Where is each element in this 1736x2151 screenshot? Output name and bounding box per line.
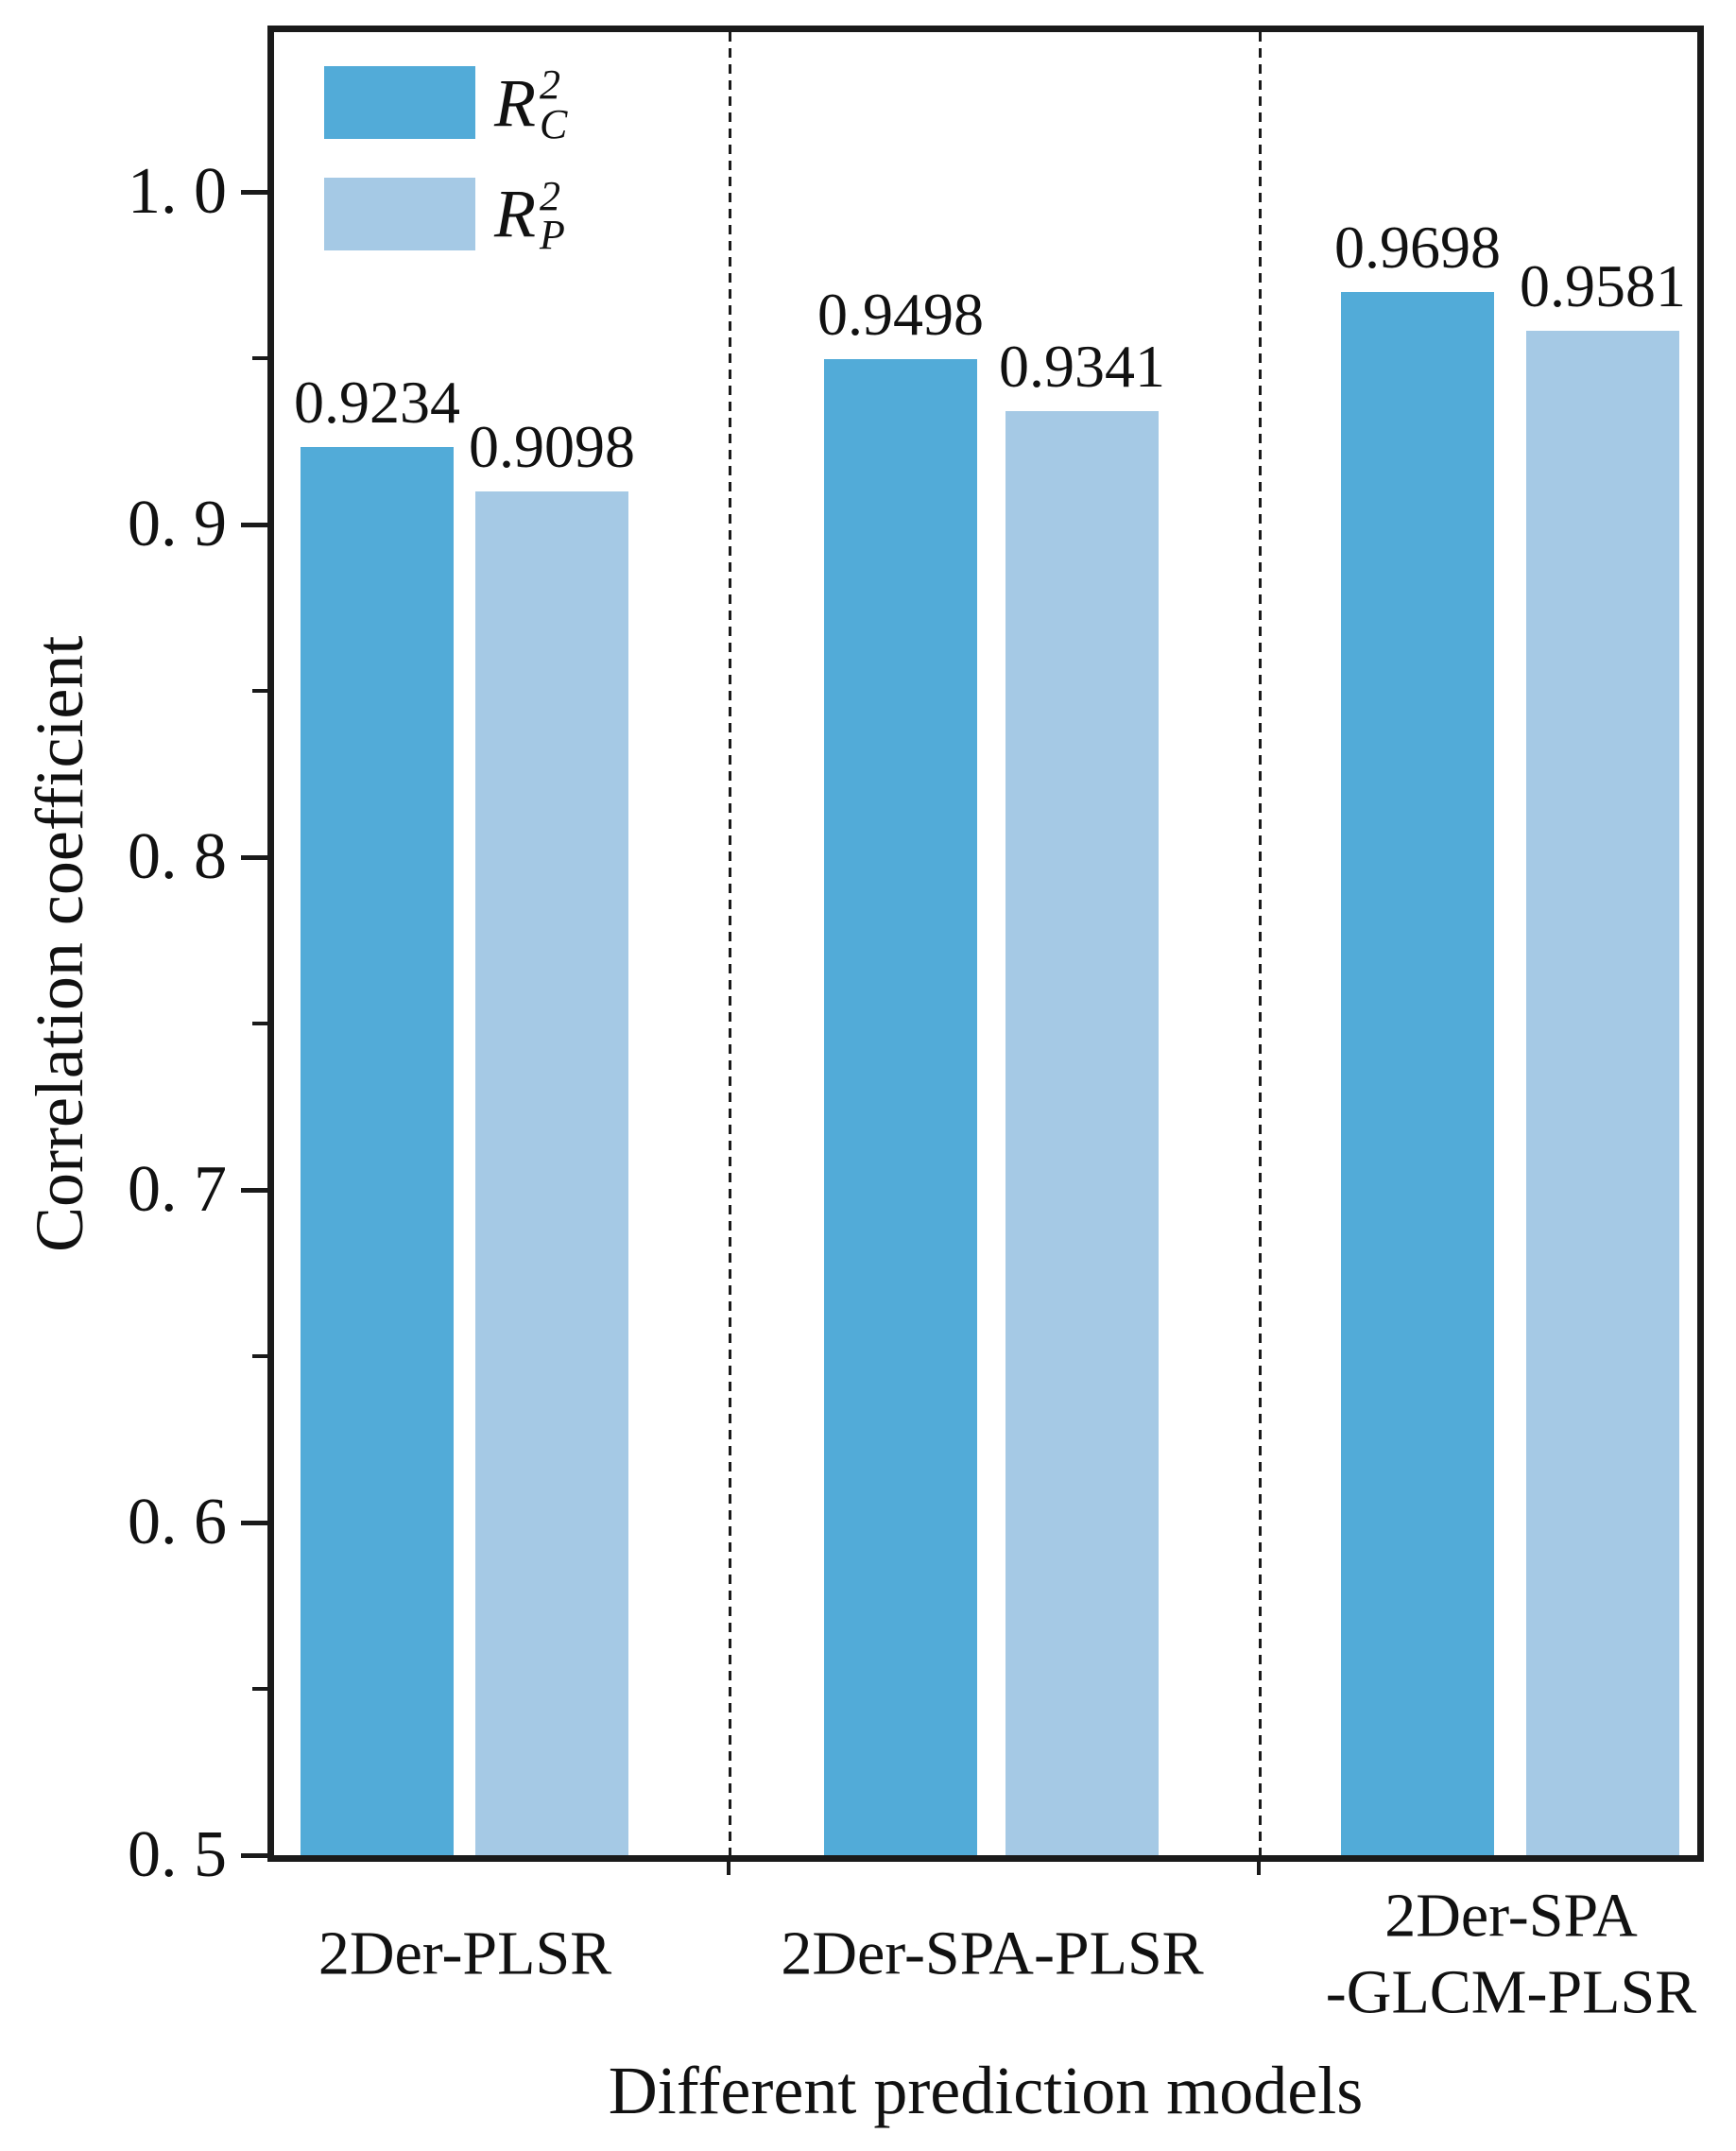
y-axis-minor-tick: [252, 1021, 267, 1025]
x-axis-separator-tick: [1257, 1862, 1261, 1875]
legend-swatch: [324, 177, 475, 250]
bar: [1006, 410, 1159, 1855]
x-category-label: 2Der-PLSR: [318, 1917, 611, 1993]
y-axis-title: Correlation coefficient: [22, 635, 97, 1252]
bar-value-label: 0.9581: [1520, 252, 1686, 320]
y-tick-label: 0. 5: [128, 1818, 227, 1891]
legend-symbol-sup: 2: [539, 61, 560, 108]
y-axis-minor-tick: [252, 1686, 267, 1691]
bar-value-label: 0.9234: [294, 368, 460, 436]
legend-symbol-sup: 2: [539, 172, 560, 219]
bar: [1341, 292, 1494, 1855]
y-tick-label: 0. 8: [128, 819, 227, 893]
bar-value-label: 0.9698: [1334, 214, 1501, 282]
legend-symbol-base: R: [494, 64, 536, 141]
bar-value-label: 0.9498: [817, 280, 984, 348]
y-tick-label: 0. 6: [128, 1485, 227, 1558]
y-axis-major-tick: [241, 522, 267, 527]
y-tick-label: 0. 9: [128, 487, 227, 560]
y-axis-minor-tick: [252, 688, 267, 693]
x-axis-title: Different prediction models: [608, 2053, 1364, 2128]
y-axis-major-tick: [241, 189, 267, 195]
bar-value-label: 0.9341: [999, 332, 1165, 400]
y-axis-minor-tick: [252, 1353, 267, 1358]
bar-value-label: 0.9098: [469, 413, 635, 481]
y-tick-label: 1. 0: [128, 154, 227, 228]
legend-symbol-base: R: [494, 176, 536, 252]
group-separator-line: [1259, 32, 1262, 1855]
y-axis-major-tick: [241, 1853, 267, 1858]
x-category-label-line: 2Der-SPA-PLSR: [781, 1919, 1204, 1988]
legend-swatch: [324, 66, 475, 140]
y-axis-major-tick: [241, 854, 267, 860]
legend-symbol-sub: C: [539, 100, 568, 147]
x-axis-separator-tick: [727, 1862, 730, 1875]
x-category-label: 2Der-SPA-PLSR: [781, 1917, 1203, 1993]
y-tick-label: 0. 7: [128, 1152, 227, 1226]
x-category-label-line: 2Der-SPA: [1384, 1881, 1638, 1951]
x-category-label: 2Der-SPA -GLCM-PLSR: [1326, 1878, 1696, 2030]
x-category-label-line: 2Der-PLSR: [318, 1919, 612, 1988]
y-axis-major-tick: [241, 1187, 267, 1193]
bar: [824, 358, 977, 1855]
y-axis-minor-tick: [252, 355, 267, 360]
bar: [301, 446, 454, 1855]
x-category-label-line: -GLCM-PLSR: [1325, 1957, 1697, 2026]
legend-symbol-sub: P: [539, 212, 565, 259]
bar: [1526, 331, 1679, 1855]
y-axis-major-tick: [241, 1520, 267, 1525]
bar: [475, 491, 628, 1855]
group-separator-line: [729, 32, 731, 1855]
